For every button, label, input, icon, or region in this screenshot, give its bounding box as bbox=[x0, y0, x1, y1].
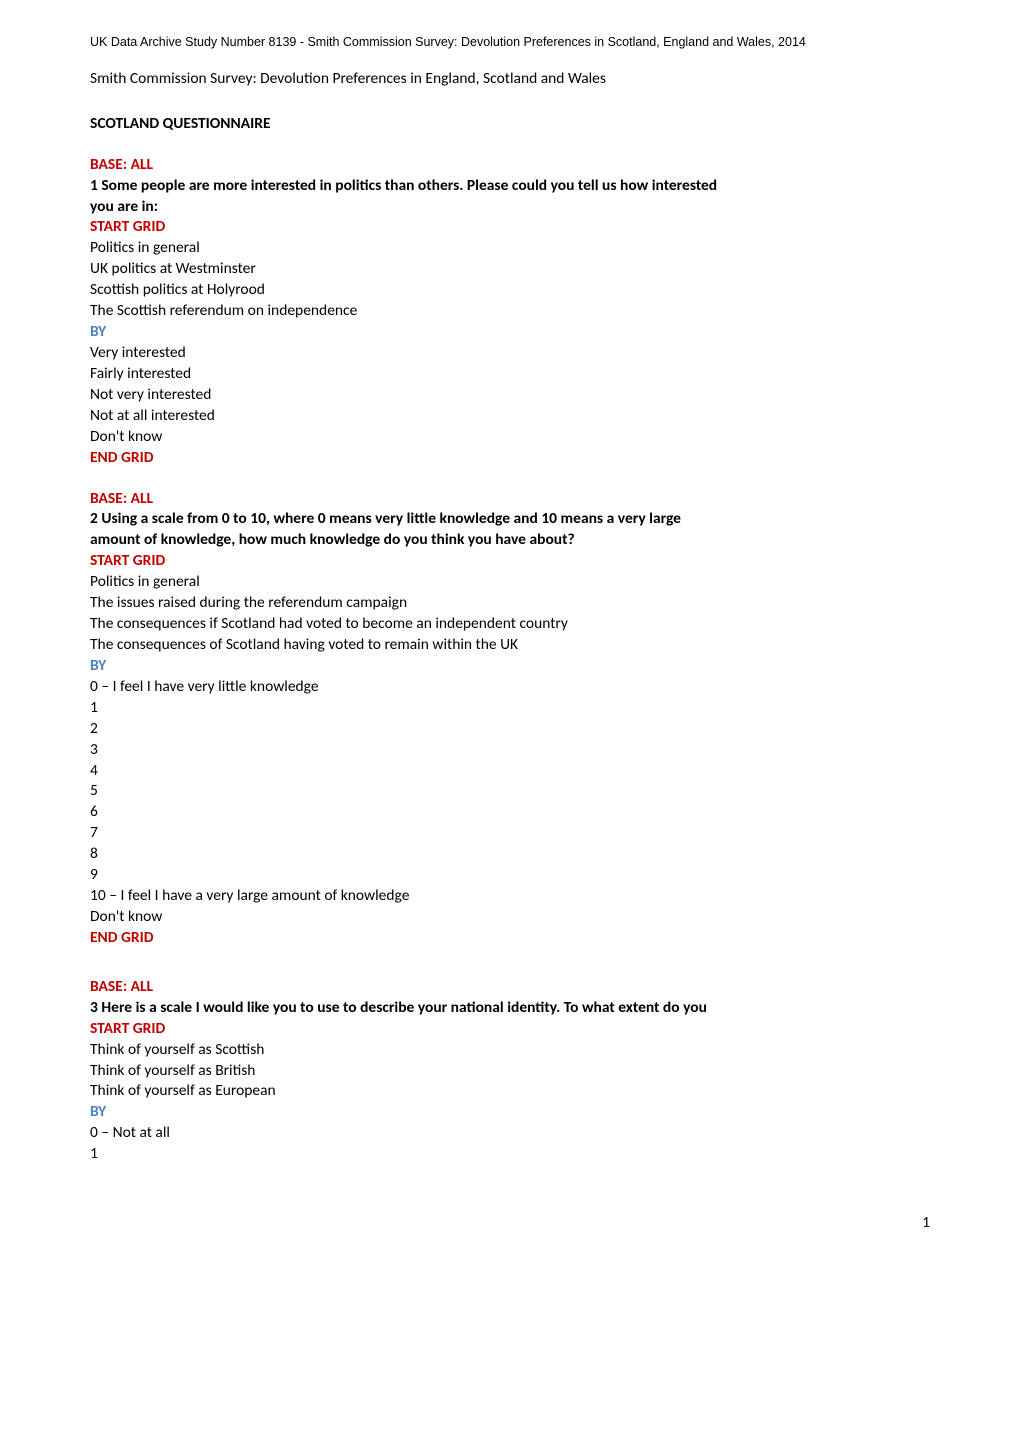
q3-block: BASE: ALL 3 Here is a scale I would like… bbox=[90, 977, 930, 1165]
q1-row: Politics in general bbox=[90, 238, 930, 259]
q2-scale-num: 8 bbox=[90, 844, 930, 865]
end-grid-label: END GRID bbox=[90, 928, 930, 949]
q2-scale-num: 9 bbox=[90, 865, 930, 886]
by-label: BY bbox=[90, 656, 930, 677]
q2-row: The consequences if Scotland had voted t… bbox=[90, 614, 930, 635]
start-grid-label: START GRID bbox=[90, 551, 930, 572]
q3-row: Think of yourself as Scottish bbox=[90, 1040, 930, 1061]
q3-text: 3 Here is a scale I would like you to us… bbox=[90, 998, 930, 1019]
q2-scale-num: 7 bbox=[90, 823, 930, 844]
q1-scale-item: Fairly interested bbox=[90, 364, 930, 385]
q1-row: The Scottish referendum on independence bbox=[90, 301, 930, 322]
q2-text-line1: 2 Using a scale from 0 to 10, where 0 me… bbox=[90, 509, 930, 530]
dont-know-label: Don't know bbox=[90, 427, 930, 448]
q2-scale-num: 2 bbox=[90, 719, 930, 740]
q2-scale-num: 4 bbox=[90, 761, 930, 782]
q2-scale-num: 5 bbox=[90, 781, 930, 802]
q2-scale-num: 1 bbox=[90, 698, 930, 719]
q1-scale-item: Not at all interested bbox=[90, 406, 930, 427]
end-grid-label: END GRID bbox=[90, 448, 930, 469]
q3-row: Think of yourself as European bbox=[90, 1081, 930, 1102]
q1-block: BASE: ALL 1 Some people are more interes… bbox=[90, 155, 930, 469]
q3-scale-low: 0 – Not at all bbox=[90, 1123, 930, 1144]
q3-scale-num: 1 bbox=[90, 1144, 930, 1165]
q1-text-line1: 1 Some people are more interested in pol… bbox=[90, 176, 930, 197]
q2-scale-high: 10 – I feel I have a very large amount o… bbox=[90, 886, 930, 907]
start-grid-label: START GRID bbox=[90, 217, 930, 238]
q2-row: The issues raised during the referendum … bbox=[90, 593, 930, 614]
q3-row: Think of yourself as British bbox=[90, 1061, 930, 1082]
dont-know-label: Don't know bbox=[90, 907, 930, 928]
q2-text-line2: amount of knowledge, how much knowledge … bbox=[90, 530, 930, 551]
by-label: BY bbox=[90, 1102, 930, 1123]
q2-scale-low: 0 – I feel I have very little knowledge bbox=[90, 677, 930, 698]
q1-scale-item: Very interested bbox=[90, 343, 930, 364]
survey-title: Smith Commission Survey: Devolution Pref… bbox=[90, 69, 930, 90]
base-all-label: BASE: ALL bbox=[90, 977, 930, 998]
q2-block: BASE: ALL 2 Using a scale from 0 to 10, … bbox=[90, 489, 930, 949]
start-grid-label: START GRID bbox=[90, 1019, 930, 1040]
archive-study-line: UK Data Archive Study Number 8139 - Smit… bbox=[90, 34, 930, 51]
base-all-label: BASE: ALL bbox=[90, 155, 930, 176]
by-label: BY bbox=[90, 322, 930, 343]
q2-scale-num: 6 bbox=[90, 802, 930, 823]
q1-scale-item: Not very interested bbox=[90, 385, 930, 406]
q1-text-line2: you are in: bbox=[90, 197, 930, 218]
page-number: 1 bbox=[90, 1213, 930, 1234]
section-heading: SCOTLAND QUESTIONNAIRE bbox=[90, 114, 930, 135]
q1-row: UK politics at Westminster bbox=[90, 259, 930, 280]
q2-scale-num: 3 bbox=[90, 740, 930, 761]
q1-row: Scottish politics at Holyrood bbox=[90, 280, 930, 301]
base-all-label: BASE: ALL bbox=[90, 489, 930, 510]
q2-row: The consequences of Scotland having vote… bbox=[90, 635, 930, 656]
q2-row: Politics in general bbox=[90, 572, 930, 593]
